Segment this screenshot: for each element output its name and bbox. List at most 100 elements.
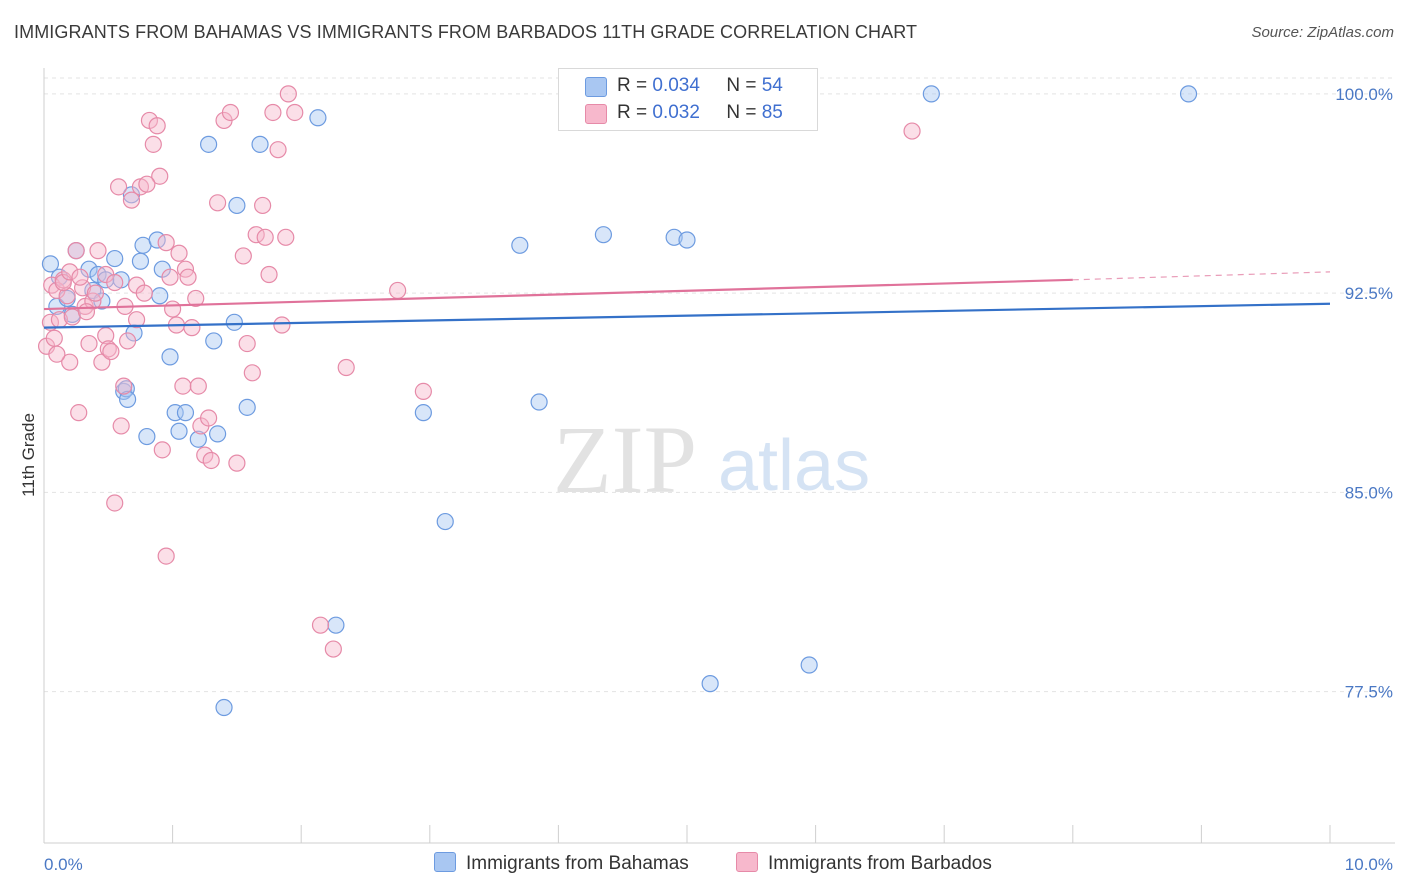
- n-value-bahamas: 54: [761, 75, 783, 96]
- barbados-point: [254, 196, 272, 215]
- barbados-point: [286, 103, 304, 122]
- barbados-point: [102, 342, 120, 361]
- bahamas-point: [800, 656, 818, 674]
- y-tick-label: 100.0%: [1335, 85, 1393, 104]
- barbados-point: [389, 281, 407, 300]
- bahamas-point: [200, 135, 218, 153]
- barbados-point: [161, 268, 179, 286]
- barbados-point: [77, 303, 96, 321]
- bahamas-point: [309, 109, 327, 127]
- bahamas-point: [665, 228, 683, 246]
- barbados-point: [209, 194, 227, 212]
- barbados-point: [277, 228, 295, 246]
- bahamas-point: [170, 422, 188, 440]
- bahamas-point: [115, 382, 133, 401]
- bahamas-point: [414, 404, 432, 422]
- barbados-point: [144, 135, 162, 153]
- barbados-point: [86, 284, 105, 302]
- bahamas-legend-swatch: [434, 852, 456, 872]
- barbados-point: [311, 616, 330, 634]
- barbados-point: [243, 364, 261, 382]
- chart-title: IMMIGRANTS FROM BAHAMAS VS IMMIGRANTS FR…: [14, 22, 918, 42]
- legend-label-bahamas: Immigrants from Bahamas: [466, 853, 689, 874]
- bahamas-point: [138, 427, 156, 446]
- legend-item-barbados: Immigrants from Barbados: [736, 852, 992, 875]
- bahamas-point: [215, 698, 233, 717]
- x-tick-label: 10.0%: [1345, 855, 1393, 874]
- bahamas-point: [594, 226, 613, 244]
- barbados-point: [189, 377, 207, 395]
- r-value-bahamas: 0.034: [652, 75, 700, 96]
- barbados-point: [112, 417, 130, 435]
- axes: [43, 68, 1395, 844]
- watermark-atlas: atlas: [718, 426, 870, 506]
- barbados-point: [238, 334, 256, 353]
- bahamas-point: [131, 252, 150, 270]
- r-label: R =: [617, 75, 648, 96]
- bahamas-point: [922, 85, 940, 103]
- bahamas-point: [251, 135, 269, 153]
- barbados-point: [48, 345, 66, 363]
- barbados-point: [264, 103, 282, 122]
- r-value-barbados: 0.032: [652, 102, 700, 123]
- barbados-point: [135, 284, 153, 302]
- barbados-point: [138, 175, 156, 193]
- bahamas-point: [151, 287, 169, 305]
- y-tick-label: 92.5%: [1345, 284, 1393, 303]
- barbados-point: [122, 191, 141, 209]
- barbados-point: [67, 242, 85, 260]
- watermark-zip: ZIP: [553, 406, 697, 513]
- barbados-point: [273, 316, 291, 334]
- bahamas-point: [118, 390, 137, 408]
- barbados-point: [903, 122, 921, 140]
- bahamas-point: [209, 425, 227, 443]
- barbados-point: [200, 409, 218, 427]
- barbados-point: [58, 287, 76, 305]
- n-label: N =: [726, 102, 757, 123]
- trend-lines: [43, 271, 1331, 329]
- barbados-point: [170, 244, 188, 262]
- r-label: R =: [617, 102, 648, 123]
- barbados-point: [61, 263, 79, 281]
- barbados-point: [164, 300, 182, 318]
- barbados-point: [187, 289, 205, 308]
- barbados-point: [89, 242, 107, 260]
- barbados-point: [109, 178, 128, 196]
- bahamas-point: [530, 393, 548, 411]
- barbados-point: [174, 377, 192, 395]
- barbados-point: [45, 329, 63, 347]
- data-points: [37, 85, 1198, 717]
- barbados-point: [414, 382, 432, 401]
- y-axis-label: 11th Grade: [19, 413, 38, 497]
- barbados-point: [70, 404, 88, 422]
- barbados-point: [127, 311, 146, 329]
- barbados-point: [118, 332, 137, 350]
- barbados-point: [183, 319, 201, 337]
- bahamas-point: [106, 249, 124, 268]
- bahamas-point: [225, 313, 243, 331]
- barbados-point: [71, 268, 89, 286]
- barbados-point: [279, 85, 297, 103]
- barbados-point: [269, 141, 287, 159]
- bahamas-point: [176, 404, 195, 422]
- gridlines: [44, 77, 1395, 693]
- barbados-point: [337, 358, 355, 377]
- source-label: Source: ZipAtlas.com: [1251, 24, 1394, 41]
- barbados-point: [99, 340, 117, 358]
- bahamas-point: [701, 675, 719, 693]
- y-tick-label: 77.5%: [1345, 683, 1393, 702]
- x-tick-label: 0.0%: [44, 855, 83, 874]
- barbados-swatch: [585, 104, 607, 124]
- n-label: N =: [726, 75, 757, 96]
- barbados-point: [234, 247, 252, 265]
- bahamas-point: [678, 231, 696, 249]
- barbados-trend-extension: [1072, 271, 1331, 281]
- barbados-point: [106, 494, 124, 512]
- barbados-point: [202, 451, 220, 470]
- legend-item-bahamas: Immigrants from Bahamas: [434, 852, 689, 875]
- barbados-point: [97, 327, 115, 345]
- bahamas-point: [228, 196, 246, 215]
- stats-legend: R = 0.034 N = 54 R = 0.032 N = 85: [558, 68, 818, 131]
- bahamas-point: [41, 255, 60, 273]
